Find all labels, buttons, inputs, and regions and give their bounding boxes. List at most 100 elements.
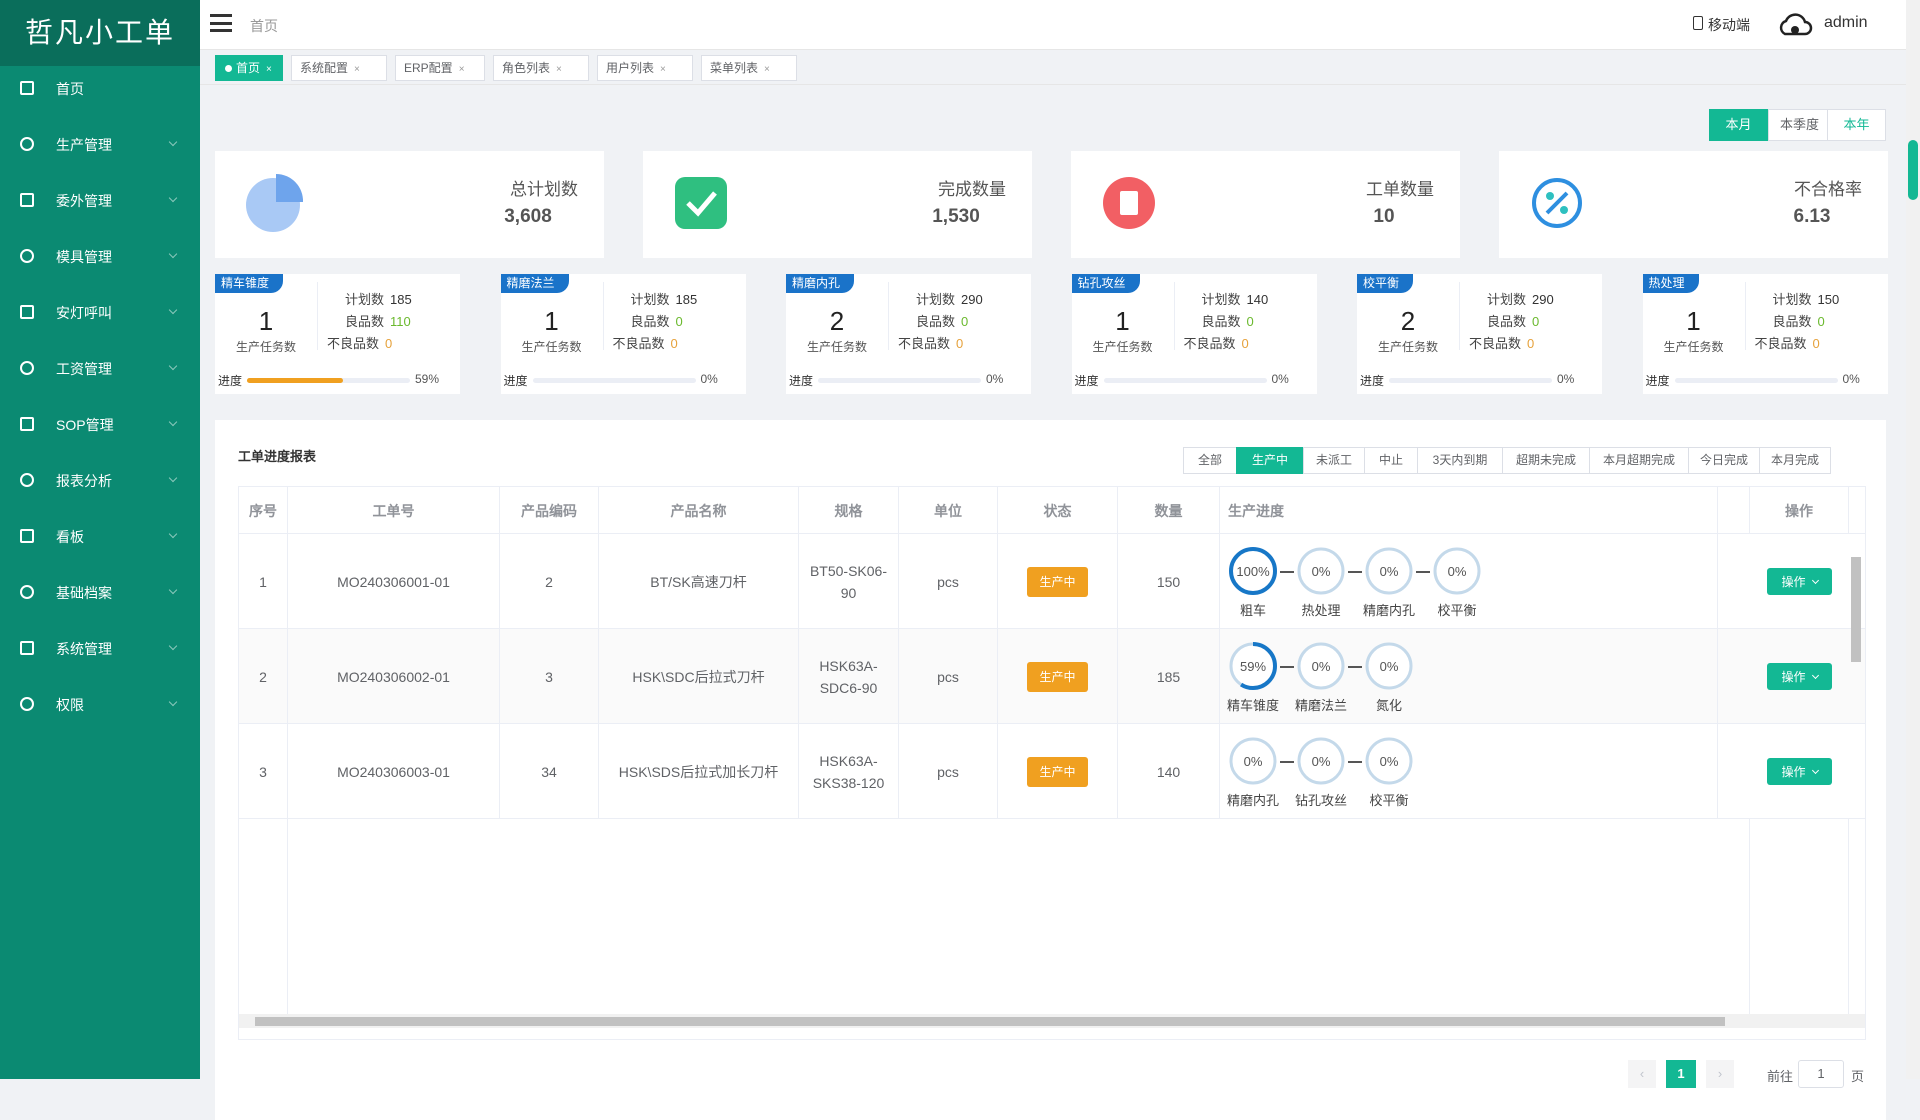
menu-item[interactable]: 首页 bbox=[56, 81, 84, 97]
stat-row: 不良品数 0 bbox=[613, 333, 678, 352]
tab[interactable]: 菜单列表 × bbox=[701, 55, 797, 81]
good-value: 0 bbox=[1246, 314, 1254, 329]
ring-track bbox=[1297, 737, 1345, 785]
menu-icon bbox=[20, 249, 34, 263]
bad-value: 0 bbox=[670, 336, 678, 351]
bad-value: 0 bbox=[385, 336, 393, 351]
action-cell: 操作 bbox=[1750, 534, 1849, 629]
check-icon bbox=[675, 177, 727, 229]
page-current[interactable]: 1 bbox=[1666, 1060, 1696, 1088]
table-cell: 1 bbox=[239, 534, 288, 629]
mobile-link[interactable]: 移动端 bbox=[1708, 17, 1750, 33]
good-value: 0 bbox=[1532, 314, 1540, 329]
filter-button[interactable]: 本月超期完成 bbox=[1589, 447, 1689, 474]
menu-item[interactable]: 基础档案 bbox=[56, 585, 112, 601]
bad-label: 不良品数 bbox=[612, 336, 665, 351]
table-cell: 生产中 bbox=[998, 629, 1118, 724]
user-name[interactable]: admin bbox=[1824, 14, 1868, 31]
step-name: 精车锥度 bbox=[1226, 698, 1279, 713]
tab[interactable]: 角色列表 × bbox=[493, 55, 589, 81]
filter-button[interactable]: 全部 bbox=[1183, 447, 1237, 474]
tab[interactable]: ERP配置 × bbox=[395, 55, 485, 81]
task-count: 1 bbox=[1115, 306, 1130, 336]
progress-label: 进度 bbox=[1360, 374, 1385, 388]
menu-item[interactable]: 委外管理 bbox=[56, 193, 112, 209]
filter-button[interactable]: 生产中 bbox=[1236, 447, 1304, 474]
good-label: 良品数 bbox=[916, 314, 956, 329]
progress-label: 进度 bbox=[789, 374, 814, 388]
table-cell: BT/SK高速刀杆 bbox=[599, 534, 799, 629]
step-name: 氮化 bbox=[1375, 698, 1402, 713]
plan-value: 150 bbox=[1817, 292, 1840, 307]
filter-button[interactable]: 中止 bbox=[1364, 447, 1418, 474]
page-next[interactable]: › bbox=[1706, 1060, 1734, 1088]
filter-button[interactable]: 本月完成 bbox=[1759, 447, 1831, 474]
filter-button[interactable]: 3天内到期 bbox=[1417, 447, 1503, 474]
ring-progress bbox=[1229, 642, 1277, 690]
menu-item[interactable]: 权限 bbox=[56, 697, 84, 713]
step-connector bbox=[1280, 761, 1294, 763]
action-label: 操作 bbox=[1781, 670, 1806, 684]
progress-text: 0% bbox=[1842, 372, 1860, 386]
menu-toggle[interactable] bbox=[210, 14, 232, 32]
step-percent: 59% bbox=[1240, 659, 1266, 674]
filter-button[interactable]: 今日完成 bbox=[1688, 447, 1760, 474]
menu-item[interactable]: 模具管理 bbox=[56, 249, 112, 265]
step-percent: 0% bbox=[1312, 564, 1331, 579]
tab-close: × bbox=[458, 64, 465, 75]
step-percent: 0% bbox=[1380, 659, 1399, 674]
page-prev[interactable]: ‹ bbox=[1628, 1060, 1656, 1088]
bad-label: 不良品数 bbox=[898, 336, 951, 351]
tab[interactable]: 用户列表 × bbox=[597, 55, 693, 81]
tab-label: 系统配置 bbox=[300, 61, 349, 75]
step-percent: 0% bbox=[1244, 754, 1263, 769]
action-button[interactable]: 操作 bbox=[1767, 568, 1832, 595]
ring-track bbox=[1365, 642, 1413, 690]
plan-value: 290 bbox=[1532, 292, 1554, 307]
menu-item[interactable]: 安灯呼叫 bbox=[56, 305, 112, 321]
table: 序号 工单号 产品编码 产品名称 规格 单位 状态 数量 生产进度 操作 1 MO240306001-… bbox=[238, 486, 1866, 1040]
goto-input[interactable]: 1 bbox=[1798, 1060, 1844, 1088]
step-ring: 0% bbox=[1365, 547, 1413, 595]
stat-row: 良品数 0 bbox=[631, 311, 683, 330]
column-header: 规格 bbox=[799, 487, 899, 534]
menu-item[interactable]: 报表分析 bbox=[56, 473, 112, 489]
stat-label: 完成数量 bbox=[938, 180, 1006, 199]
menu-icon bbox=[20, 193, 34, 207]
menu-item[interactable]: SOP管理 bbox=[56, 417, 114, 433]
tab[interactable]: 系统配置 × bbox=[291, 55, 387, 81]
plan-label: 计划数 bbox=[916, 292, 956, 307]
menu-item[interactable]: 系统管理 bbox=[56, 641, 112, 657]
menu-icon bbox=[20, 137, 34, 151]
table-cell: 140 bbox=[1118, 724, 1220, 819]
action-button[interactable]: 操作 bbox=[1767, 663, 1832, 690]
progress-track bbox=[1674, 378, 1838, 383]
menu-item[interactable]: 生产管理 bbox=[56, 137, 112, 153]
ring-track bbox=[1297, 547, 1345, 595]
menu-icon bbox=[20, 81, 34, 95]
period-button[interactable]: 本月 bbox=[1709, 109, 1768, 141]
good-value: 0 bbox=[1817, 314, 1825, 329]
filter-button[interactable]: 超期未完成 bbox=[1502, 447, 1590, 474]
menu-item[interactable]: 工资管理 bbox=[56, 361, 112, 377]
progress-text: 0% bbox=[986, 372, 1004, 386]
period-button[interactable]: 本季度 bbox=[1768, 109, 1831, 141]
plan-value: 140 bbox=[1246, 292, 1269, 307]
filter-button[interactable]: 未派工 bbox=[1303, 447, 1365, 474]
step-percent: 0% bbox=[1312, 754, 1331, 769]
stat-row: 计划数 185 bbox=[345, 289, 412, 308]
action-cell: 操作 bbox=[1750, 629, 1849, 724]
table-cell: MO240306003-01 bbox=[288, 724, 500, 819]
menu-icon bbox=[20, 529, 34, 543]
step-ring: 0% bbox=[1229, 737, 1277, 785]
period-button[interactable]: 本年 bbox=[1827, 109, 1886, 141]
stat-row: 不良品数 0 bbox=[1755, 333, 1820, 352]
step-name: 粗车 bbox=[1239, 603, 1266, 618]
stat-icon bbox=[246, 174, 304, 232]
menu-item[interactable]: 看板 bbox=[56, 529, 84, 545]
tab[interactable]: 首页 × bbox=[215, 55, 283, 81]
action-button[interactable]: 操作 bbox=[1767, 758, 1832, 785]
process-tag: 热处理 bbox=[1642, 274, 1699, 293]
task-label: 生产任务数 bbox=[521, 340, 582, 354]
